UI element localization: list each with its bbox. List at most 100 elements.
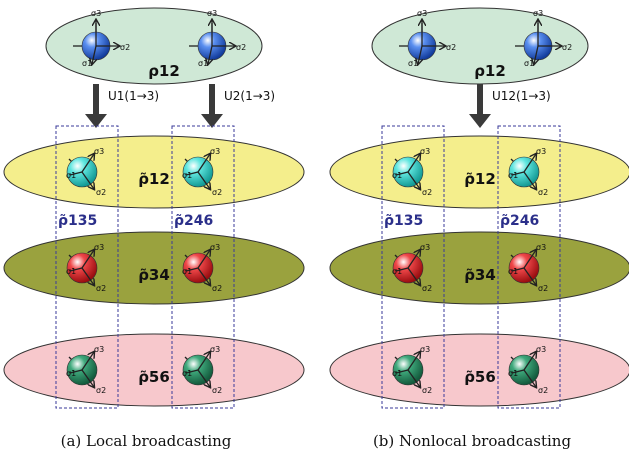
sigma2-label: σ2 — [422, 386, 432, 395]
sigma-arrow — [534, 45, 538, 64]
sigma3-label: σ3 — [210, 147, 220, 156]
spin-left-icon — [399, 20, 445, 64]
sigma1-label: σ1 — [408, 59, 418, 68]
box-left — [55, 125, 119, 409]
sigma-arrow — [185, 171, 199, 176]
sigma1-label: σ1 — [392, 369, 402, 378]
sigma-arrow — [395, 369, 409, 374]
layer-12-ellipse — [329, 135, 629, 209]
transfer-arrowhead-icon — [469, 114, 491, 128]
sigma2-label: σ2 — [212, 188, 222, 197]
sigma-arrow — [81, 267, 94, 285]
sigma1-label: σ1 — [508, 267, 518, 276]
sigma1-label: σ1 — [508, 171, 518, 180]
spin-left-layer-34-icon — [392, 250, 424, 285]
unitary-operator-label: U12(1→3) — [492, 89, 551, 103]
panel-caption: (a) Local broadcasting — [61, 432, 232, 450]
layer-56-rho-label: ρ̃56 — [464, 368, 496, 386]
layer-34-rho-label: ρ̃34 — [464, 266, 496, 284]
sigma3-label: σ3 — [536, 243, 546, 252]
layer-56-ellipse — [3, 333, 305, 407]
sigma-arrow — [81, 171, 94, 189]
sigma-arrow — [407, 369, 420, 387]
spin-right-icon — [515, 20, 561, 64]
panel-local-broadcasting: σ2 σ3 σ1 σ2 σ3 σ1 ρ12 U1(1→3) U2(1→3) σ3 σ2 σ1 σ3 σ2 σ… — [3, 7, 305, 450]
layer-34-ellipse — [329, 231, 629, 305]
sigma3-label: σ3 — [536, 345, 546, 354]
sigma-arrow — [395, 171, 409, 176]
sigma-arrow — [523, 352, 536, 371]
sigma-arrow — [523, 250, 536, 269]
sigma-arrow — [523, 369, 536, 387]
sigma-arrow — [511, 171, 525, 176]
box-right — [171, 125, 235, 409]
sigma-arrow — [523, 171, 536, 189]
box-left-rho-label: ρ̃135 — [384, 213, 423, 229]
sigma1-label: σ1 — [198, 59, 208, 68]
spin-left-layer-56-icon — [66, 352, 98, 387]
sigma2-label: σ2 — [538, 284, 548, 293]
sigma3-label: σ3 — [94, 147, 104, 156]
sigma-arrow — [185, 267, 199, 272]
sigma-arrow — [407, 171, 420, 189]
sigma-arrow — [81, 352, 94, 371]
top-rho-label: ρ12 — [474, 62, 506, 80]
layer-56-ellipse — [329, 333, 629, 407]
box-right — [497, 125, 561, 409]
sigma3-label: σ3 — [417, 9, 427, 18]
sigma2-label: σ2 — [212, 284, 222, 293]
sigma-arrow — [69, 267, 83, 272]
sigma3-label: σ3 — [94, 345, 104, 354]
sigma2-label: σ2 — [422, 284, 432, 293]
sigma1-label: σ1 — [392, 171, 402, 180]
sigma2-label: σ2 — [96, 386, 106, 395]
spin-left-layer-34-icon — [66, 250, 98, 285]
layer-34-rho-label: ρ̃34 — [138, 266, 170, 284]
sigma-arrow — [523, 154, 536, 173]
sigma-arrow — [208, 45, 212, 64]
sigma3-label: σ3 — [91, 9, 101, 18]
layer-12-rho-label: ρ̃12 — [464, 170, 496, 188]
box-left — [381, 125, 445, 409]
sigma-arrow — [81, 250, 94, 269]
sigma-arrow — [197, 171, 210, 189]
sigma-arrow — [197, 250, 210, 269]
sigma-arrow — [407, 154, 420, 173]
sigma2-label: σ2 — [538, 386, 548, 395]
sigma1-label: σ1 — [508, 369, 518, 378]
sigma1-label: σ1 — [524, 59, 534, 68]
sigma3-label: σ3 — [94, 243, 104, 252]
sigma3-label: σ3 — [536, 147, 546, 156]
sigma-arrow — [395, 267, 409, 272]
spin-right-layer-34-icon — [182, 250, 214, 285]
sigma2-label: σ2 — [236, 43, 246, 52]
spin-right-icon — [189, 20, 235, 64]
box-right-rho-label: ρ̃246 — [500, 213, 539, 229]
unitary-operator-label: U2(1→3) — [224, 89, 275, 103]
sigma-arrow — [407, 267, 420, 285]
spin-left-icon — [73, 20, 119, 64]
sigma3-label: σ3 — [210, 243, 220, 252]
sigma-arrow — [407, 250, 420, 269]
sigma3-label: σ3 — [207, 9, 217, 18]
sigma-arrow — [185, 369, 199, 374]
spin-right-layer-12-icon — [508, 154, 540, 189]
sigma3-label: σ3 — [420, 243, 430, 252]
sigma2-label: σ2 — [422, 188, 432, 197]
spin-right-layer-56-icon — [182, 352, 214, 387]
sigma2-label: σ2 — [538, 188, 548, 197]
sigma-arrow — [197, 369, 210, 387]
sigma-arrow — [69, 171, 83, 176]
sigma-arrow — [511, 267, 525, 272]
sigma-arrow — [81, 154, 94, 173]
spin-left-layer-56-icon — [392, 352, 424, 387]
sigma-arrow — [69, 369, 83, 374]
transfer-arrowhead-icon — [201, 114, 223, 128]
sigma3-label: σ3 — [420, 147, 430, 156]
sigma1-label: σ1 — [66, 369, 76, 378]
sigma-arrow — [197, 154, 210, 173]
sigma-arrow — [92, 45, 96, 64]
sigma-arrow — [407, 352, 420, 371]
sigma2-label: σ2 — [120, 43, 130, 52]
panel-caption: (b) Nonlocal broadcasting — [373, 432, 572, 450]
